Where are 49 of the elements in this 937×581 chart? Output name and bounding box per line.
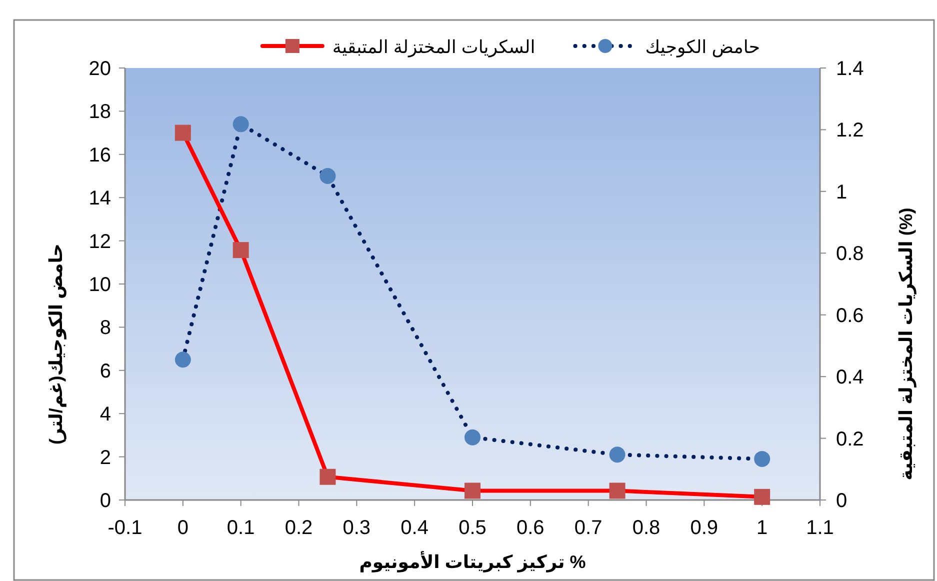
y2-tick-label: 1.4 (836, 58, 864, 80)
point (464, 429, 480, 446)
y2-tick-label: 1.2 (836, 120, 864, 142)
x-tick-label: 0.1 (226, 517, 255, 539)
y-tick-label: 12 (88, 230, 111, 253)
x-axis-title: تركيز كبريتات الأمونيوم % (359, 551, 586, 573)
x-tick-label: 1.1 (806, 517, 834, 539)
x-tick-label: 0.5 (458, 517, 486, 539)
point (174, 124, 191, 141)
point (609, 482, 626, 499)
point (754, 488, 770, 505)
y-tick-label: 18 (88, 101, 111, 124)
point (320, 468, 336, 485)
y-tick-label: 20 (88, 58, 111, 80)
x-tick-label: 0.6 (516, 517, 544, 539)
y-axis-title: حامض الكوجيك(غم/لتر) (46, 244, 67, 444)
y2-tick-label: 0.6 (836, 304, 864, 327)
y2-axis-title: السكريات المختزلة المتبقية (%) (896, 208, 917, 480)
x-tick-label: 0.2 (284, 517, 313, 539)
y2-tick-label: 0.2 (836, 428, 864, 450)
x-tick-label: 0.3 (342, 517, 371, 539)
x-tick-label: 0.9 (690, 517, 718, 539)
y-tick-label: 0 (100, 490, 111, 512)
y-tick-label: 16 (88, 144, 111, 166)
x-tick-label: -0.1 (108, 517, 142, 539)
point (232, 242, 249, 258)
point (754, 450, 770, 467)
y-tick-label: 14 (88, 188, 111, 210)
y2-tick-label: 1 (836, 181, 848, 204)
point (320, 168, 336, 184)
point (464, 482, 480, 499)
point (232, 116, 249, 132)
y-tick-label: 10 (88, 274, 111, 296)
x-tick-label: 0.8 (632, 517, 660, 539)
x-tick-label: 1 (756, 517, 768, 539)
y2-tick-label: 0.8 (836, 243, 864, 266)
y2-tick-label: 0.4 (836, 366, 864, 389)
y2-tick-label: 0 (836, 490, 848, 512)
x-tick-label: 0.4 (400, 517, 428, 539)
y-tick-label: 4 (100, 404, 111, 426)
x-tick-label: 0.7 (574, 517, 602, 539)
point (609, 446, 626, 463)
x-tick-label: 0 (177, 517, 188, 539)
legend-label: السكريات المختزلة المتبقية (332, 37, 536, 58)
y-tick-label: 2 (100, 446, 111, 469)
y-tick-label: 6 (100, 360, 111, 382)
legend-label: حامض الكوجيك (645, 37, 760, 58)
y-tick-label: 8 (100, 317, 111, 340)
point (174, 352, 191, 368)
